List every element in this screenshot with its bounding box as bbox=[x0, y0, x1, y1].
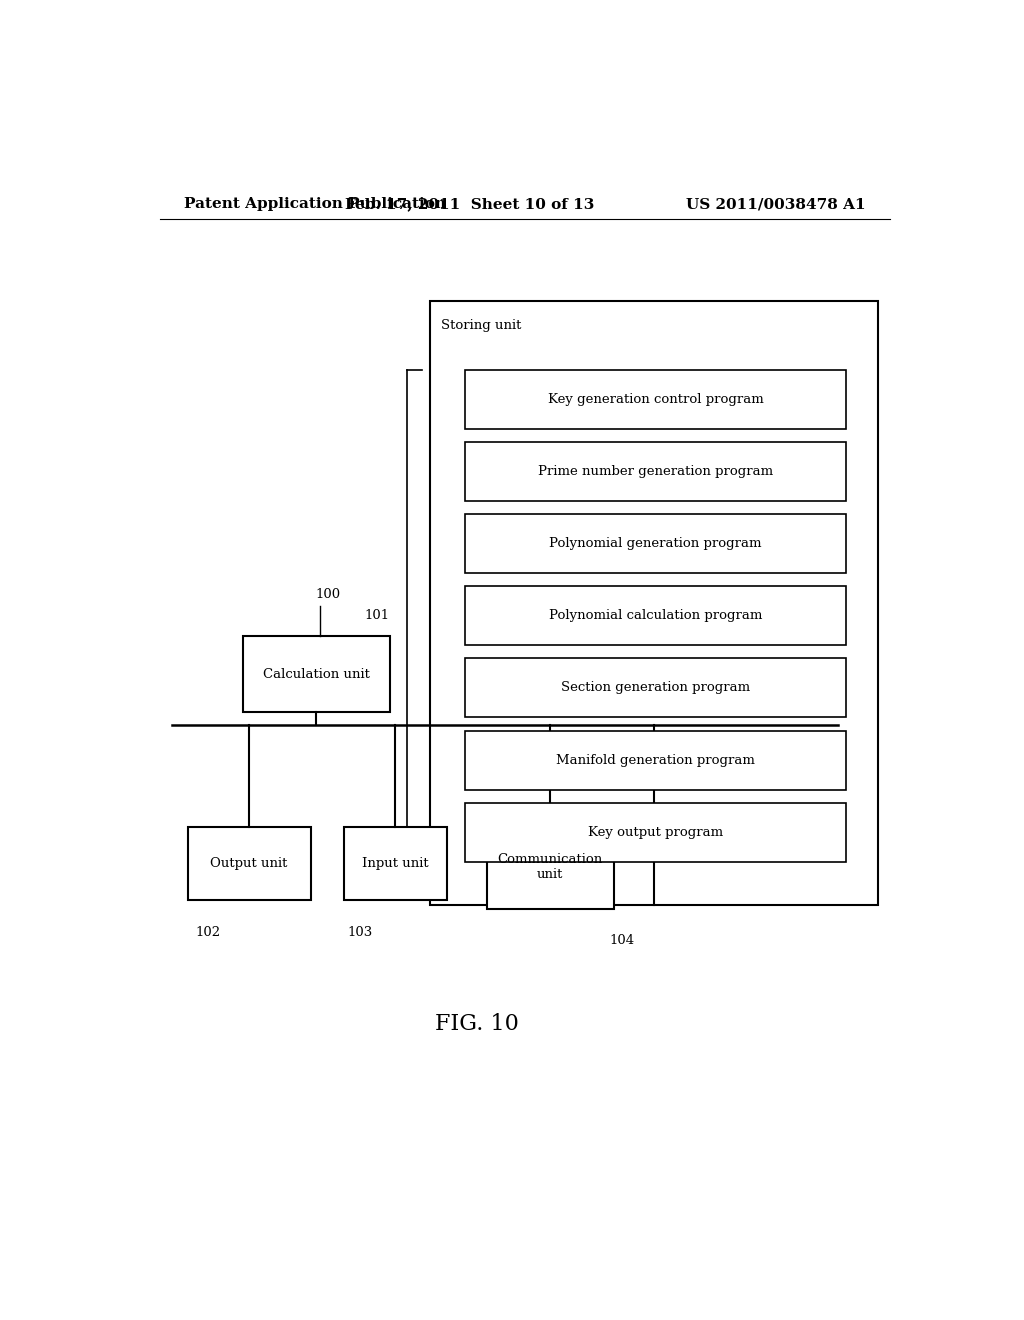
Text: Polynomial calculation program: Polynomial calculation program bbox=[549, 610, 763, 622]
FancyBboxPatch shape bbox=[465, 370, 846, 429]
FancyBboxPatch shape bbox=[486, 825, 613, 908]
FancyBboxPatch shape bbox=[430, 301, 878, 906]
Text: Manifold generation program: Manifold generation program bbox=[556, 754, 755, 767]
Text: Key output program: Key output program bbox=[588, 826, 723, 838]
Text: FIG. 10: FIG. 10 bbox=[435, 1014, 519, 1035]
FancyBboxPatch shape bbox=[344, 828, 447, 900]
FancyBboxPatch shape bbox=[187, 828, 310, 900]
Text: Section generation program: Section generation program bbox=[561, 681, 751, 694]
Text: Key generation control program: Key generation control program bbox=[548, 393, 764, 405]
Text: 100: 100 bbox=[315, 587, 341, 601]
Text: 102: 102 bbox=[196, 925, 220, 939]
FancyBboxPatch shape bbox=[465, 731, 846, 789]
Text: 104: 104 bbox=[609, 935, 635, 946]
Text: Polynomial generation program: Polynomial generation program bbox=[550, 537, 762, 550]
FancyBboxPatch shape bbox=[465, 803, 846, 862]
Text: US 2011/0038478 A1: US 2011/0038478 A1 bbox=[686, 197, 866, 211]
Text: Patent Application Publication: Patent Application Publication bbox=[183, 197, 445, 211]
FancyBboxPatch shape bbox=[465, 659, 846, 718]
Text: 101: 101 bbox=[365, 610, 390, 622]
FancyBboxPatch shape bbox=[465, 515, 846, 573]
FancyBboxPatch shape bbox=[465, 442, 846, 500]
Text: Input unit: Input unit bbox=[362, 857, 429, 870]
Text: Calculation unit: Calculation unit bbox=[263, 668, 370, 681]
Text: Feb. 17, 2011  Sheet 10 of 13: Feb. 17, 2011 Sheet 10 of 13 bbox=[344, 197, 594, 211]
Text: Prime number generation program: Prime number generation program bbox=[539, 465, 773, 478]
Text: Communication
unit: Communication unit bbox=[498, 853, 603, 880]
FancyBboxPatch shape bbox=[465, 586, 846, 645]
Text: Storing unit: Storing unit bbox=[441, 319, 522, 333]
Text: 103: 103 bbox=[348, 925, 373, 939]
FancyBboxPatch shape bbox=[243, 636, 390, 713]
Text: Output unit: Output unit bbox=[210, 857, 288, 870]
